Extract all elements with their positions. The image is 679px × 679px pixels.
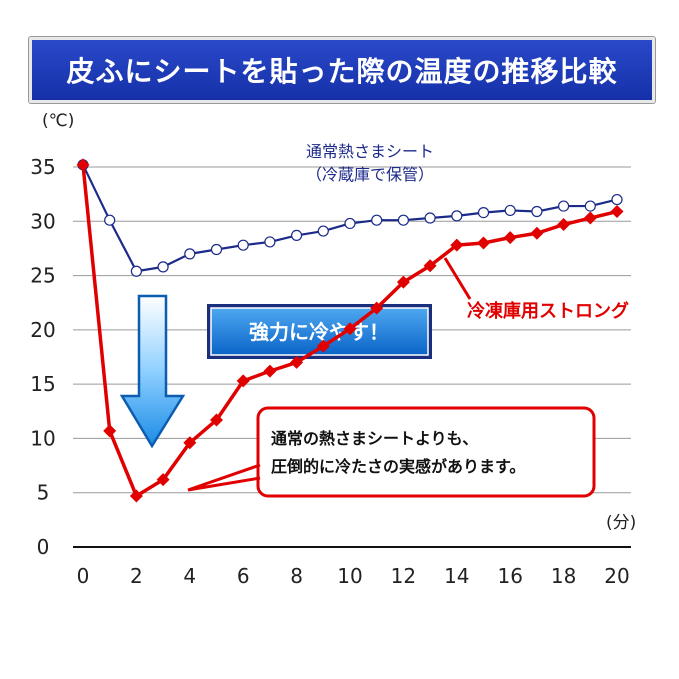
x-tick-label: 18 xyxy=(551,564,576,588)
data-point-blue xyxy=(611,193,623,206)
x-tick-label: 2 xyxy=(130,564,143,588)
x-tick-label: 12 xyxy=(391,564,416,588)
y-tick-label: 35 xyxy=(30,155,55,179)
boost-label-box: 強力に冷やす！ xyxy=(207,304,432,359)
data-point-blue xyxy=(210,243,223,256)
data-point-blue xyxy=(557,200,570,212)
y-tick-label: 5 xyxy=(37,481,50,505)
data-point-red xyxy=(370,301,384,315)
data-point-blue xyxy=(344,217,356,230)
y-tick-label: 10 xyxy=(30,426,55,450)
y-tick-label: 15 xyxy=(30,372,55,396)
chart-title: 皮ふにシートを貼った際の温度の推移比較 xyxy=(66,55,618,88)
data-point-blue xyxy=(397,214,409,226)
data-point-red xyxy=(343,322,357,336)
data-point-blue xyxy=(504,204,516,217)
x-tick-label: 6 xyxy=(237,564,250,588)
data-point-red xyxy=(503,231,517,245)
x-axis-unit: (分) xyxy=(606,513,636,533)
data-point-red xyxy=(103,424,117,438)
data-point-blue xyxy=(291,229,303,241)
y-tick-label: 0 xyxy=(37,535,50,559)
callout: 通常の熱さまシートよりも、 圧倒的に冷たさの実感があります。 xyxy=(187,406,596,498)
y-axis-unit: (℃) xyxy=(42,111,74,131)
data-point-blue xyxy=(184,248,196,260)
data-point-red xyxy=(477,236,490,250)
x-tick-label: 16 xyxy=(497,564,522,588)
data-point-red xyxy=(156,473,170,487)
x-tick-label: 0 xyxy=(77,564,90,588)
data-point-red xyxy=(396,275,410,289)
series-label-blue-line2: （冷蔵庫で保管） xyxy=(306,165,434,184)
title-banner: 皮ふにシートを貼った際の温度の推移比較 xyxy=(29,37,655,103)
data-point-red xyxy=(530,226,544,240)
data-point-red xyxy=(236,374,250,388)
legend-blue: 通常熱さまシート （冷蔵庫で保管） xyxy=(306,142,434,184)
x-tick-label: 8 xyxy=(290,564,303,588)
data-point-blue xyxy=(157,261,169,273)
data-point-red xyxy=(557,218,571,232)
data-point-blue xyxy=(424,212,436,224)
data-point-red xyxy=(290,355,304,369)
data-point-red xyxy=(76,158,90,172)
data-point-blue xyxy=(317,225,329,237)
data-point-red xyxy=(450,238,464,252)
data-point-red xyxy=(610,205,624,219)
callout-line2: 圧倒的に冷たさの実感があります。 xyxy=(271,457,525,476)
data-point-red xyxy=(129,489,143,503)
data-point-blue xyxy=(264,236,276,248)
cooling-arrow xyxy=(119,294,186,449)
x-tick-label: 20 xyxy=(604,564,629,588)
data-point-blue xyxy=(371,214,383,226)
data-point-blue xyxy=(477,207,490,219)
x-tick-label: 14 xyxy=(444,564,469,588)
x-tick-label: 10 xyxy=(337,564,362,588)
y-tick-label: 30 xyxy=(30,209,55,233)
data-point-red xyxy=(316,339,330,353)
data-point-blue xyxy=(104,214,116,226)
data-point-red xyxy=(583,211,597,225)
red-label-leader xyxy=(443,257,472,300)
series-label-red: 冷凍庫用ストロング xyxy=(467,300,629,322)
callout-line1: 通常の熱さまシートよりも、 xyxy=(271,429,478,448)
data-point-red xyxy=(210,413,223,427)
data-point-red xyxy=(423,259,437,273)
series-label-blue-line1: 通常熱さまシート xyxy=(306,142,434,161)
y-tick-label: 25 xyxy=(30,264,55,288)
x-tick-label: 4 xyxy=(183,564,196,588)
data-point-blue xyxy=(451,210,463,222)
data-point-blue xyxy=(584,200,596,212)
data-point-blue xyxy=(531,205,543,218)
y-tick-label: 20 xyxy=(30,318,55,342)
data-point-red xyxy=(263,364,277,378)
data-point-red xyxy=(183,436,197,450)
data-point-blue xyxy=(130,265,142,277)
data-point-blue xyxy=(237,239,249,251)
boost-label: 強力に冷やす！ xyxy=(249,320,389,344)
